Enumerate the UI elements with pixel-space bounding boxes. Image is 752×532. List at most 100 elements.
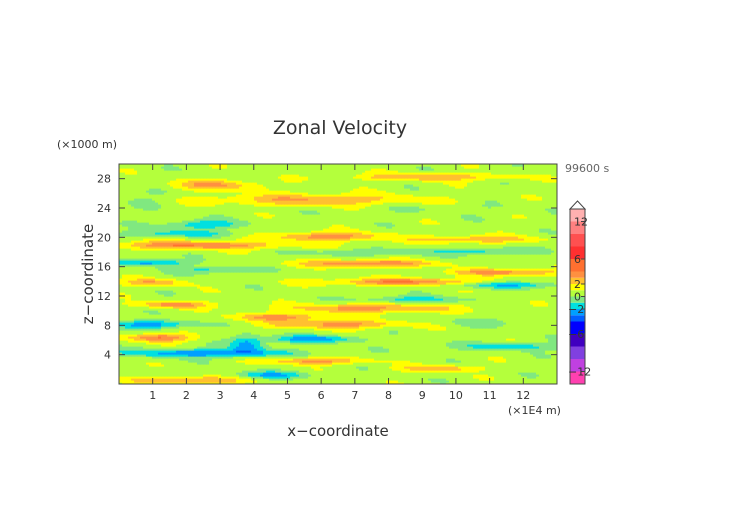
heatmap-cell bbox=[236, 348, 240, 351]
heatmap-cell bbox=[269, 344, 273, 347]
heatmap-cell bbox=[131, 376, 135, 379]
heatmap-cell bbox=[206, 370, 210, 373]
heatmap-cell bbox=[542, 358, 546, 361]
heatmap-cell bbox=[503, 336, 507, 339]
heatmap-cell bbox=[212, 382, 216, 384]
heatmap-cell bbox=[239, 332, 243, 335]
heatmap-cell bbox=[410, 358, 414, 361]
heatmap-cell bbox=[281, 360, 285, 363]
heatmap-cell bbox=[470, 358, 474, 361]
heatmap-cell bbox=[317, 320, 321, 323]
heatmap-cell bbox=[428, 378, 432, 381]
heatmap-cell bbox=[158, 326, 162, 329]
heatmap-cell bbox=[521, 334, 525, 337]
heatmap-cell bbox=[326, 382, 330, 384]
heatmap-cell bbox=[431, 372, 435, 375]
heatmap-cell bbox=[515, 376, 519, 379]
heatmap-cell bbox=[398, 348, 402, 351]
heatmap-cell bbox=[215, 348, 219, 351]
heatmap-cell bbox=[500, 360, 504, 363]
heatmap-cell bbox=[323, 374, 327, 377]
heatmap-cell bbox=[239, 370, 243, 373]
heatmap-cell bbox=[440, 358, 444, 361]
heatmap-cell bbox=[218, 368, 222, 371]
heatmap-cell bbox=[227, 344, 231, 347]
heatmap-cell bbox=[311, 340, 315, 343]
heatmap-cell bbox=[209, 358, 213, 361]
heatmap-cell bbox=[125, 338, 129, 341]
heatmap-cell bbox=[278, 344, 282, 347]
heatmap-cell bbox=[254, 356, 258, 359]
heatmap-cell bbox=[479, 340, 483, 343]
heatmap-cell bbox=[323, 334, 327, 337]
heatmap-cell bbox=[122, 350, 126, 353]
heatmap-cell bbox=[305, 356, 309, 359]
heatmap-cell bbox=[527, 342, 531, 345]
heatmap-cell bbox=[428, 330, 432, 333]
heatmap-cell bbox=[410, 378, 414, 381]
heatmap-cell bbox=[167, 366, 171, 369]
heatmap-cell bbox=[254, 378, 258, 381]
heatmap-cell bbox=[443, 346, 447, 349]
heatmap-cell bbox=[485, 316, 489, 319]
heatmap-cell bbox=[119, 314, 123, 317]
heatmap-cell bbox=[257, 368, 261, 371]
heatmap-cell bbox=[365, 350, 369, 353]
heatmap-cell bbox=[263, 380, 267, 383]
heatmap-cell bbox=[221, 372, 225, 375]
heatmap-cell bbox=[374, 382, 378, 384]
heatmap-cell bbox=[404, 352, 408, 355]
heatmap-cell bbox=[122, 340, 126, 343]
heatmap-cell bbox=[494, 346, 498, 349]
heatmap-cell bbox=[542, 318, 546, 321]
heatmap-cell bbox=[314, 326, 318, 329]
heatmap-cell bbox=[533, 382, 537, 384]
heatmap-cell bbox=[443, 380, 447, 383]
heatmap-cell bbox=[164, 318, 168, 321]
heatmap-cell bbox=[287, 378, 291, 381]
heatmap-cell bbox=[317, 372, 321, 375]
heatmap-cell bbox=[209, 354, 213, 357]
heatmap-cell bbox=[239, 336, 243, 339]
heatmap-cell bbox=[470, 368, 474, 371]
heatmap-cell bbox=[371, 334, 375, 337]
heatmap-cell bbox=[455, 350, 459, 353]
heatmap-cell bbox=[245, 356, 249, 359]
heatmap-cell bbox=[467, 358, 471, 361]
heatmap-cell bbox=[167, 318, 171, 321]
heatmap-cell bbox=[542, 362, 546, 365]
heatmap-cell bbox=[476, 382, 480, 384]
heatmap-cell bbox=[212, 322, 216, 325]
heatmap-cell bbox=[161, 344, 165, 347]
heatmap-cell bbox=[383, 368, 387, 371]
heatmap-cell bbox=[278, 342, 282, 345]
heatmap-cell bbox=[290, 342, 294, 345]
heatmap-cell bbox=[149, 322, 153, 325]
heatmap-cell bbox=[275, 346, 279, 349]
heatmap-cell bbox=[476, 322, 480, 325]
heatmap-cell bbox=[254, 362, 258, 365]
heatmap-cell bbox=[131, 360, 135, 363]
heatmap-cell bbox=[308, 336, 312, 339]
heatmap-cell bbox=[449, 342, 453, 345]
heatmap-cell bbox=[203, 338, 207, 341]
heatmap-cell bbox=[161, 326, 165, 329]
heatmap-cell bbox=[407, 370, 411, 373]
heatmap-cell bbox=[167, 314, 171, 317]
heatmap-cell bbox=[365, 348, 369, 351]
heatmap-cell bbox=[551, 342, 555, 345]
heatmap-cell bbox=[410, 380, 414, 383]
heatmap-cell bbox=[446, 350, 450, 353]
heatmap-cell bbox=[227, 324, 231, 327]
heatmap-cell bbox=[404, 360, 408, 363]
heatmap-cell bbox=[290, 324, 294, 327]
heatmap-cell bbox=[332, 326, 336, 329]
heatmap-cell bbox=[137, 382, 141, 384]
heatmap-cell bbox=[347, 332, 351, 335]
heatmap-cell bbox=[500, 342, 504, 345]
heatmap-cell bbox=[170, 358, 174, 361]
heatmap-cell bbox=[140, 362, 144, 365]
heatmap-cell bbox=[452, 318, 456, 321]
heatmap-cell bbox=[251, 360, 255, 363]
heatmap-cell bbox=[443, 318, 447, 321]
